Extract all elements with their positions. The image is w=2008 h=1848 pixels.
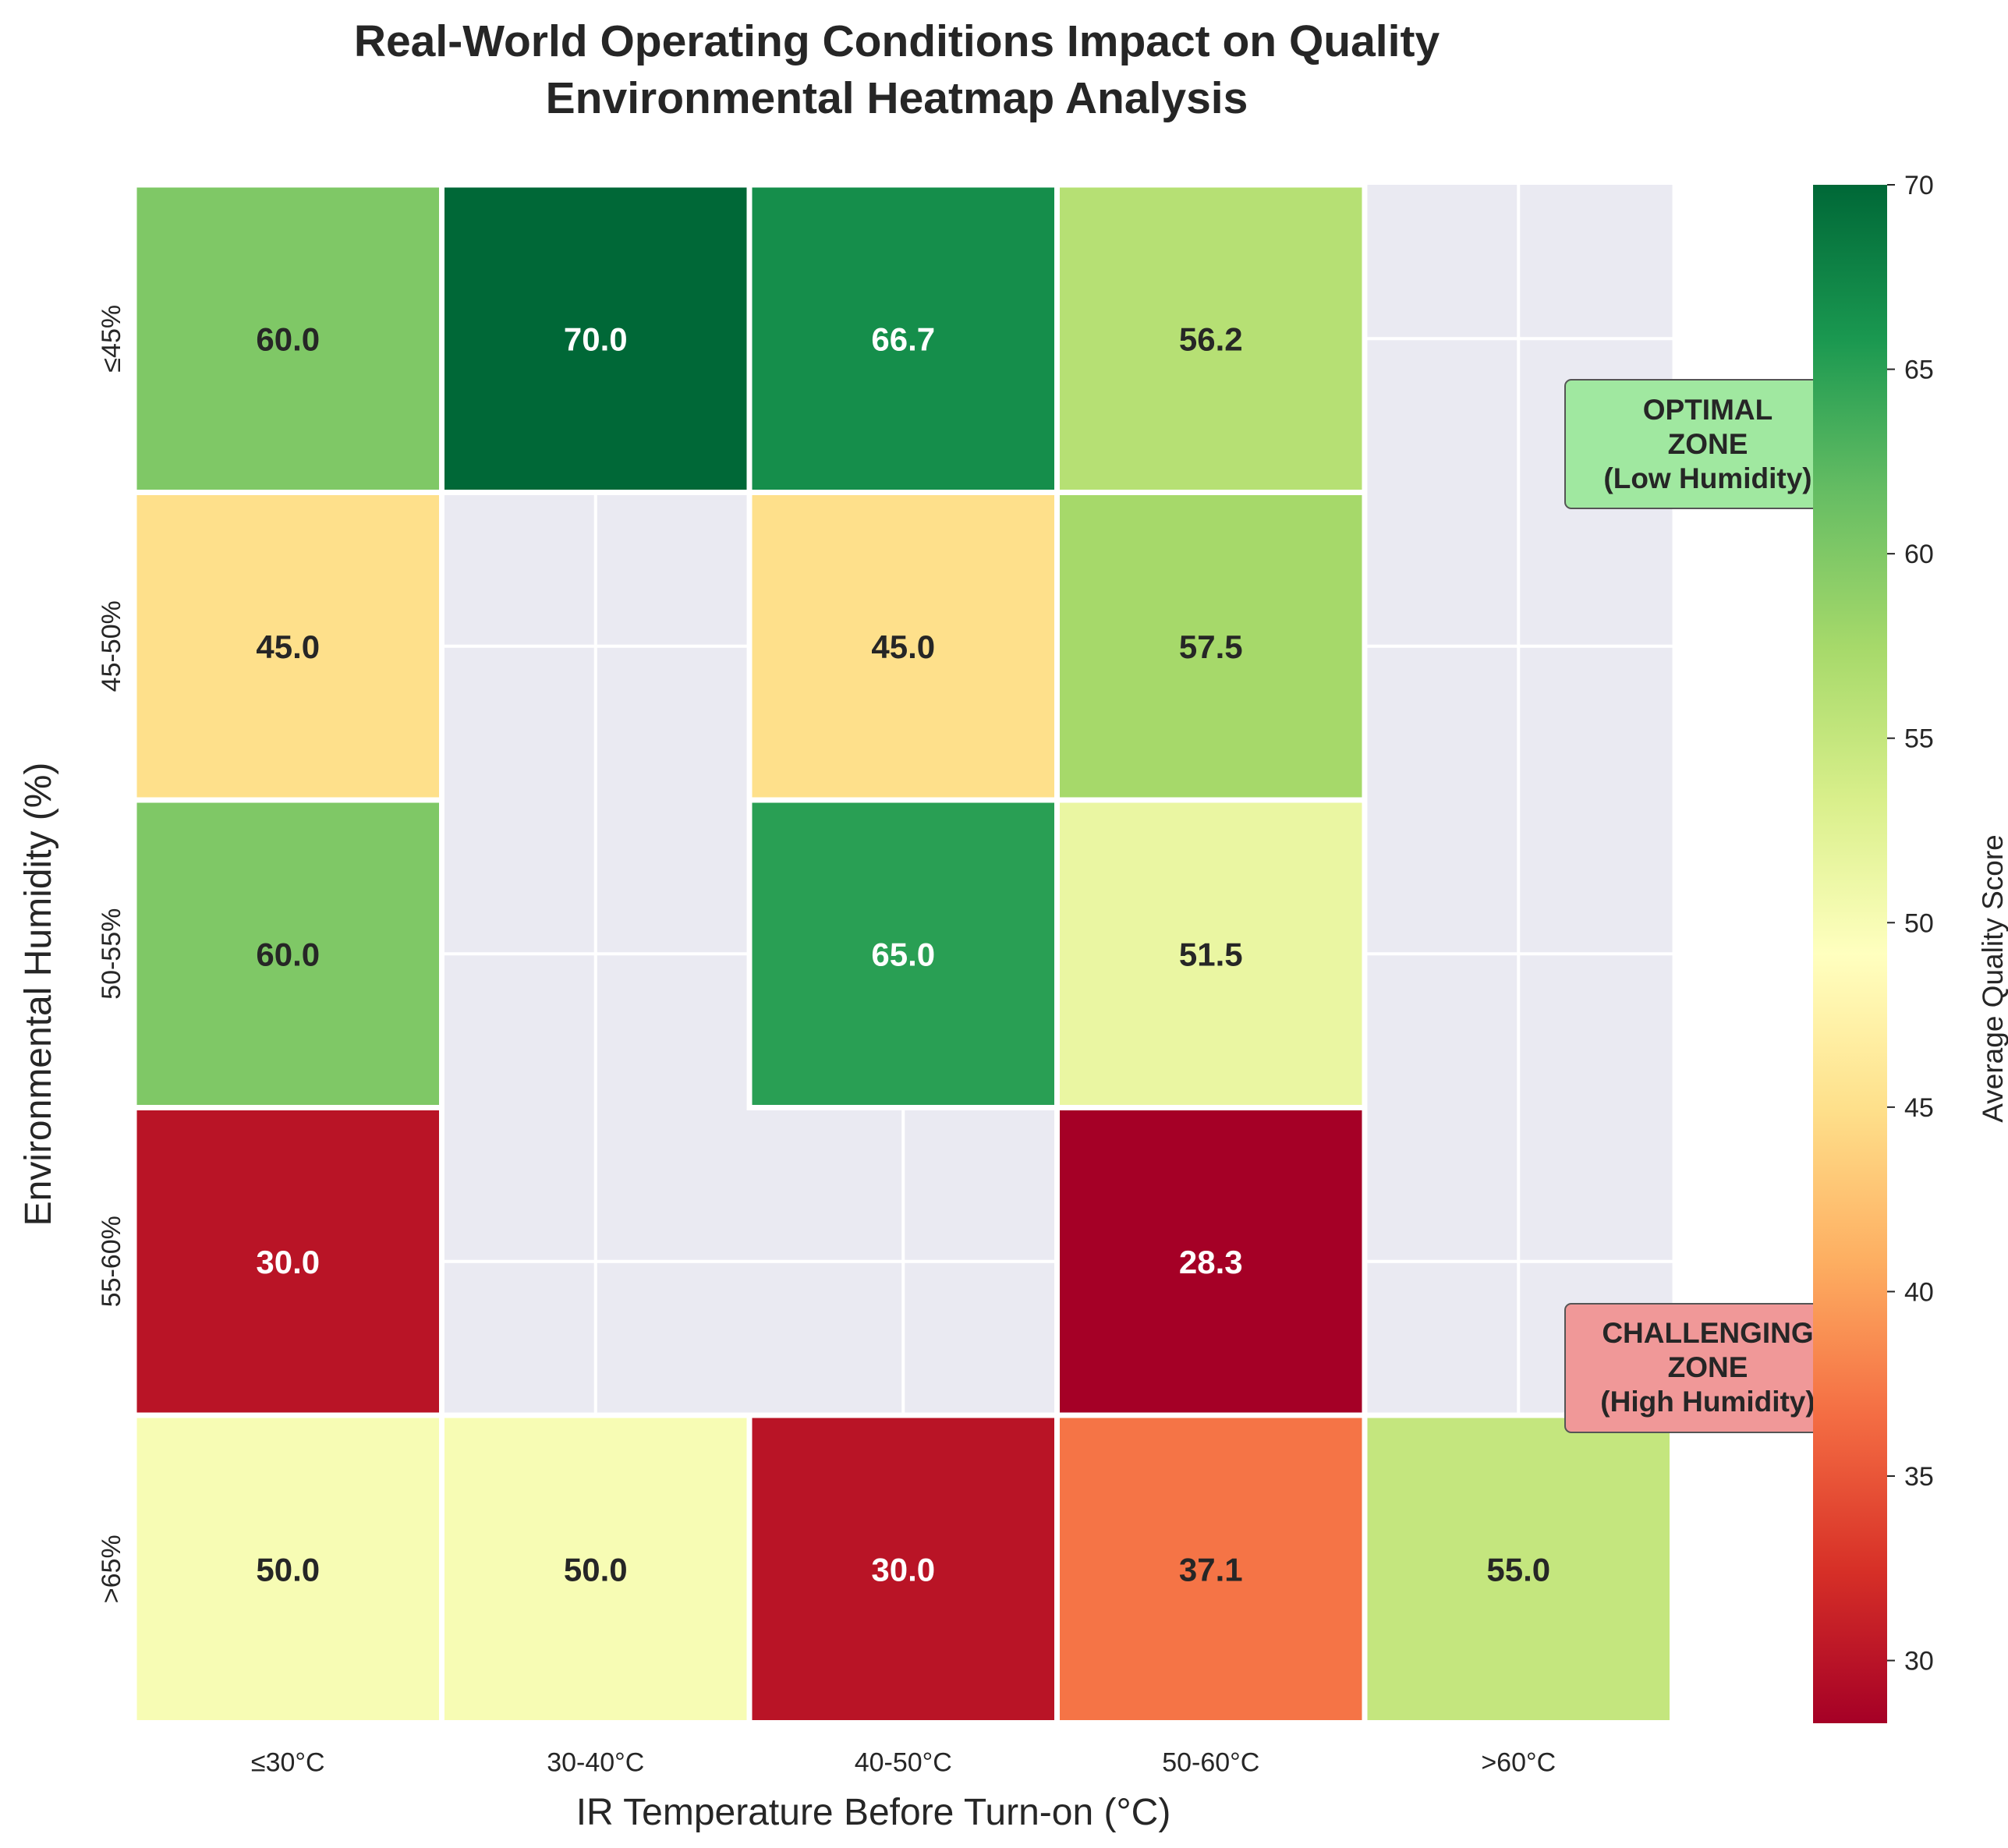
y-axis-label: Environmental Humidity (%): [18, 763, 59, 1227]
colorbar-tick-label: 60: [1904, 540, 1934, 569]
annotation-text: (High Humidity): [1600, 1386, 1815, 1418]
y-tick-label: 55-60%: [97, 1216, 126, 1307]
colorbar-label: Average Quality Score: [1977, 834, 2008, 1123]
annotation-text: OPTIMAL: [1643, 394, 1772, 426]
cell-value-label: 45.0: [871, 628, 935, 665]
cell-value-label: 65.0: [871, 936, 935, 972]
heatmap-cells: [131, 182, 1675, 1726]
cell-value-label: 30.0: [871, 1551, 935, 1588]
y-axis-ticks: ≤45% 45-50% 50-55% 55-60% >65%: [97, 305, 126, 1603]
cell-value-label: 66.7: [871, 320, 935, 357]
y-tick-label: 50-55%: [97, 908, 126, 1000]
x-tick-label: 30-40°C: [547, 1748, 644, 1778]
cell-value-label: 51.5: [1179, 936, 1243, 972]
heatmap-cell: [1054, 490, 1368, 803]
annotation-text: ZONE: [1668, 1351, 1748, 1383]
colorbar-tick-label: 70: [1904, 171, 1934, 200]
cell-value-label: 60.0: [256, 936, 320, 972]
cell-value-label: 30.0: [256, 1244, 320, 1280]
heatmap-cell: [746, 182, 1060, 495]
colorbar-tick-label: 30: [1904, 1647, 1934, 1676]
cell-value-label: 55.0: [1486, 1551, 1550, 1588]
annotation-text: CHALLENGING: [1602, 1317, 1813, 1349]
heatmap-cell: [1362, 1412, 1675, 1726]
cell-value-label: 70.0: [564, 320, 628, 357]
cell-value-label: 37.1: [1179, 1551, 1243, 1588]
colorbar-tick-label: 55: [1904, 724, 1934, 754]
cell-value-label: 45.0: [256, 628, 320, 665]
x-axis-label: IR Temperature Before Turn-on (°C): [576, 1792, 1171, 1833]
cell-value-label: 50.0: [564, 1551, 628, 1588]
x-tick-label: 50-60°C: [1162, 1748, 1259, 1778]
x-tick-label: >60°C: [1481, 1748, 1556, 1778]
colorbar-tick-label: 65: [1904, 356, 1934, 385]
y-tick-label: >65%: [97, 1535, 126, 1603]
heatmap-cell: [439, 182, 753, 495]
x-tick-label: ≤30°C: [251, 1748, 325, 1778]
x-tick-label: 40-50°C: [855, 1748, 952, 1778]
chart-title-line1: Real-World Operating Conditions Impact o…: [354, 16, 1440, 66]
colorbar: 30 35 40 45 50 55 60 65 70: [1813, 171, 1934, 1723]
heatmap-cell: [746, 797, 1060, 1110]
y-tick-label: ≤45%: [97, 305, 126, 373]
x-axis-ticks: ≤30°C 30-40°C 40-50°C 50-60°C >60°C: [251, 1748, 1556, 1778]
colorbar-gradient: [1813, 185, 1887, 1723]
heatmap-cell-labels: 60.0 70.0 66.7 56.2 45.0 45.0 57.5 60.0 65.0 51.5…: [256, 320, 1550, 1588]
colorbar-tick-label: 50: [1904, 908, 1934, 938]
chart-title-line2: Environmental Heatmap Analysis: [546, 73, 1248, 123]
heatmap-cell: [131, 1105, 444, 1418]
annotation-text: ZONE: [1668, 428, 1748, 460]
heatmap-cell: [1054, 1412, 1368, 1726]
heatmap-cell: [131, 797, 444, 1110]
cell-value-label: 57.5: [1179, 628, 1243, 665]
heatmap-cell: [439, 1412, 753, 1726]
colorbar-tick-label: 35: [1904, 1462, 1934, 1492]
cell-value-label: 60.0: [256, 320, 320, 357]
heatmap-cell: [746, 1412, 1060, 1726]
cell-value-label: 50.0: [256, 1551, 320, 1588]
colorbar-tick-label: 45: [1904, 1093, 1934, 1123]
heatmap-cell: [131, 1412, 444, 1726]
cell-value-label: 56.2: [1179, 320, 1243, 357]
cell-value-label: 28.3: [1179, 1244, 1243, 1280]
y-tick-label: 45-50%: [97, 600, 126, 692]
colorbar-tick-label: 40: [1904, 1277, 1934, 1307]
heatmap-cell: [131, 490, 444, 803]
annotation-text: (Low Humidity): [1603, 462, 1811, 494]
